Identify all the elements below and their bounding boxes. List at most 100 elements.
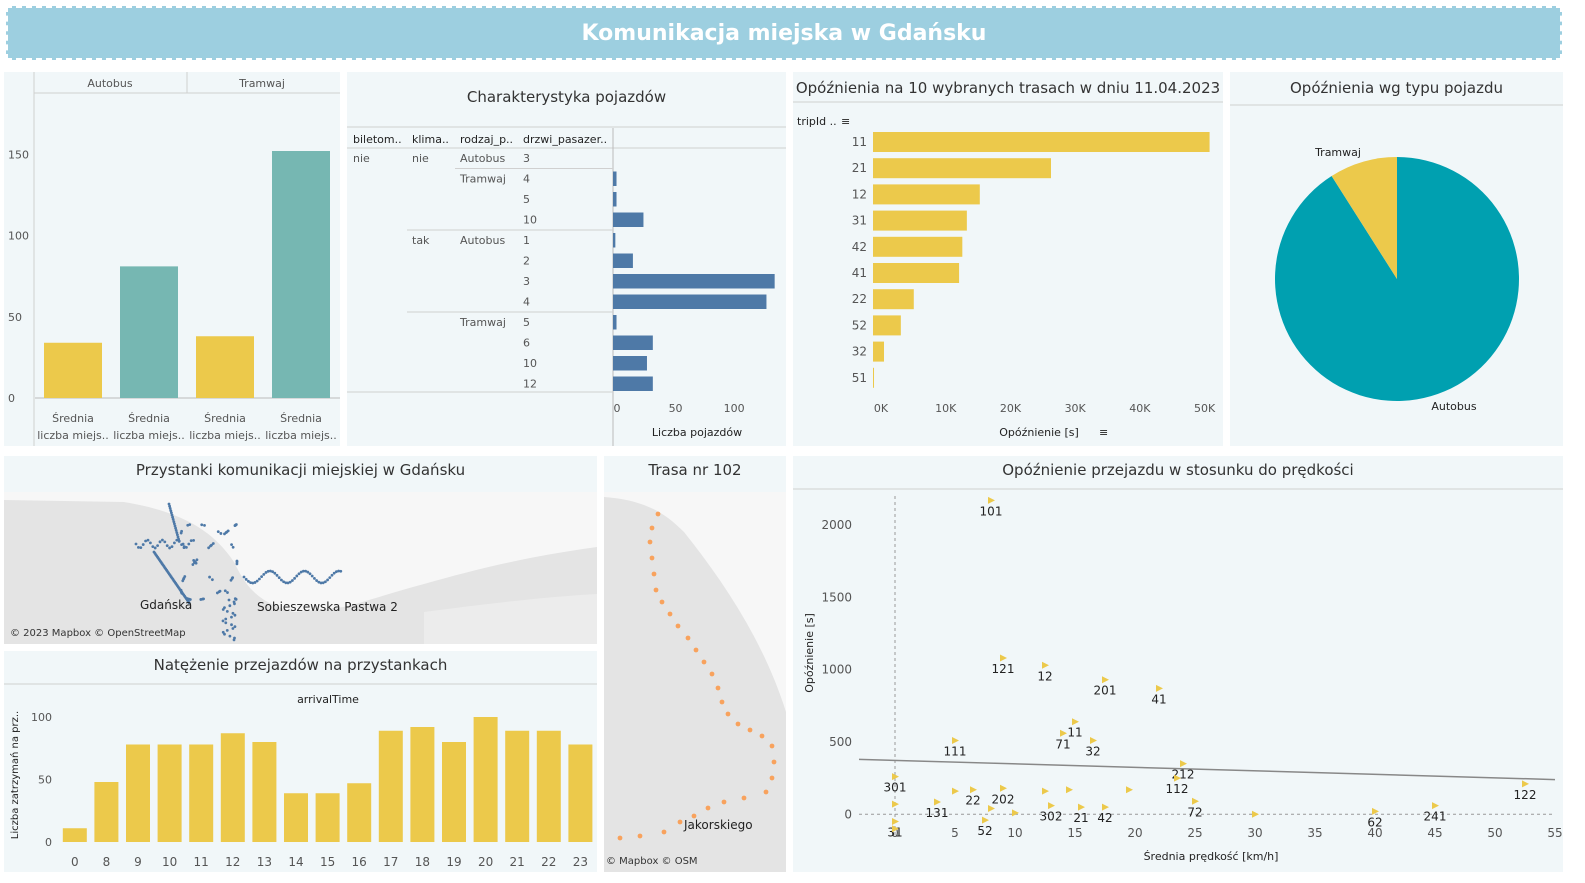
cell-drzwi: 3 — [523, 152, 530, 165]
bar-label-line1: Średnia — [128, 412, 170, 425]
bar — [536, 730, 561, 842]
route102-street-label: Jakorskiego — [684, 818, 753, 832]
stop-dot — [242, 575, 246, 579]
x-tick-label: 0 — [71, 855, 79, 869]
stop-dot — [195, 558, 199, 562]
stop-dot — [233, 597, 237, 601]
vehicle-char-panel: Charakterystyka pojazdów biletom.. klima.… — [347, 72, 786, 446]
stop-dot — [208, 575, 211, 579]
group-header: Autobus — [87, 77, 132, 90]
x-tick-label: 15 — [1067, 826, 1082, 840]
stop-traffic-title: Natężenie przejazdów na przystankach — [153, 656, 448, 674]
route102-map[interactable]: Jakorskiego © Mapbox © OSM — [604, 492, 786, 872]
scatter-chart[interactable]: 0 5 10 15 20 25 30 35 40 45 50 55 0 500 1000 1500 2000 Śr… — [793, 456, 1563, 872]
x-tick-label: 18 — [415, 855, 430, 869]
y-tick-label: 500 — [829, 735, 852, 749]
stops-map[interactable]: Gdańska Sobieszewska Pastwa 2 © 2023 Map… — [4, 492, 597, 644]
x-tick-label: 40 — [1367, 826, 1382, 840]
stop-dot — [163, 540, 167, 544]
stop-dot — [230, 543, 233, 547]
stop-dot — [181, 579, 185, 583]
stop-dot — [191, 563, 195, 566]
stop-dot — [173, 541, 176, 545]
scatter-point — [1180, 760, 1187, 768]
stop-dot — [146, 538, 150, 542]
scatter-point — [1432, 802, 1439, 810]
sort-icon: ≡ — [1099, 426, 1108, 439]
stop-dot — [209, 544, 212, 548]
stop-dot — [286, 581, 290, 585]
cell-drzwi: 10 — [523, 214, 537, 227]
cell-biletomat: nie — [353, 152, 370, 165]
bar — [378, 730, 403, 842]
stop-dot — [231, 576, 235, 580]
stop-dot — [315, 579, 318, 582]
scatter-point — [1042, 787, 1049, 795]
stop-dot — [223, 532, 226, 536]
bar — [613, 376, 653, 391]
stop-dot — [225, 629, 229, 632]
vehicle-char-chart[interactable]: biletom.. klima.. rodzaj_p.. drzwi_pasazer.… — [347, 72, 786, 446]
x-tick-label: 45 — [1427, 826, 1442, 840]
stop-dot — [170, 513, 174, 517]
point-label: 32 — [1085, 745, 1100, 759]
stop-dot — [185, 545, 188, 549]
scatter-point — [1000, 654, 1007, 662]
stop-dot — [171, 518, 175, 521]
stop-dot — [297, 572, 301, 576]
route-stop-dot — [653, 587, 659, 593]
point-label: 31 — [887, 826, 902, 840]
y-tick-label: 1000 — [821, 663, 852, 677]
x-tick-label: 30K — [1065, 402, 1087, 415]
stop-dot — [255, 579, 259, 583]
column-header: rodzaj_p.. — [460, 133, 513, 146]
scatter-point — [1126, 786, 1133, 794]
pie-label-tram: Tramwaj — [1314, 146, 1361, 159]
stop-dot — [215, 591, 219, 595]
stop-dot — [221, 608, 225, 611]
scatter-point — [1072, 718, 1079, 726]
stop-dot — [216, 530, 220, 534]
stop-dot — [233, 602, 236, 606]
stop-dot — [168, 504, 172, 508]
map-sea — [604, 492, 786, 712]
stop-dot — [264, 571, 268, 574]
bar — [220, 733, 245, 842]
bar — [157, 744, 182, 842]
route-stop-dot — [725, 711, 731, 717]
scatter-point — [1042, 661, 1049, 669]
y-tick-label: 0 — [844, 807, 852, 821]
scatter-panel: Opóźnienie przejazdu w stosunku do prędk… — [793, 456, 1563, 872]
stop-dot — [231, 611, 235, 615]
stop-dot — [189, 539, 193, 543]
point-label: 42 — [1097, 811, 1112, 825]
vehicle-char-title: Charakterystyka pojazdów — [466, 88, 667, 106]
scatter-point — [952, 787, 959, 795]
y-axis-title: Liczba zatrzymań na prz.. — [9, 711, 21, 839]
route-stop-dot — [649, 525, 655, 531]
route102-credit: © Mapbox © OSM — [606, 856, 698, 867]
point-label: 72 — [1187, 805, 1202, 819]
route-delay-title: Opóźnienia na 10 wybranych trasach w dni… — [795, 79, 1221, 97]
route-stop-dot — [735, 721, 741, 727]
stop-dot — [226, 591, 229, 594]
cell-drzwi: 6 — [523, 337, 530, 350]
route102-title: Trasa nr 102 — [648, 461, 742, 479]
point-label: 121 — [992, 662, 1015, 676]
y-tick-label: 22 — [852, 292, 867, 306]
stop-dot — [225, 610, 229, 613]
stop-dot — [182, 546, 186, 550]
point-label: 71 — [1055, 737, 1070, 751]
avg-capacity-chart[interactable]: Autobus Tramwaj 0 50 100 150 Średnia liczba mie… — [4, 72, 340, 446]
stop-dot — [226, 529, 230, 533]
group-header: Tramwaj — [238, 77, 285, 90]
bar — [873, 210, 967, 231]
cell-rodzaj: Tramwaj — [459, 173, 506, 186]
type-delay-pie[interactable]: Tramwaj Autobus — [1230, 72, 1563, 446]
stop-dot — [284, 581, 288, 585]
y-tick-label: 32 — [852, 345, 867, 359]
point-label: 202 — [992, 792, 1015, 806]
stop-dot — [139, 546, 143, 550]
